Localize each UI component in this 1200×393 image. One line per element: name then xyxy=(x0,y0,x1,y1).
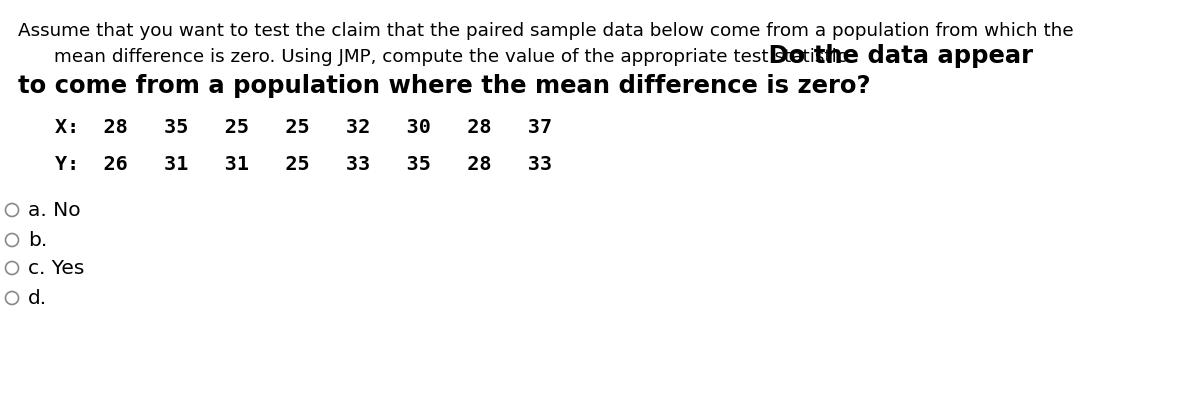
Text: b.: b. xyxy=(28,231,47,250)
Text: Assume that you want to test the claim that the paired sample data below come fr: Assume that you want to test the claim t… xyxy=(18,22,1074,40)
Text: to come from a population where the mean difference is zero?: to come from a population where the mean… xyxy=(18,74,871,98)
Text: mean difference is zero. Using JMP, compute the value of the appropriate test st: mean difference is zero. Using JMP, comp… xyxy=(54,48,853,66)
Text: c. Yes: c. Yes xyxy=(28,259,84,277)
Text: d.: d. xyxy=(28,288,47,307)
Text: X:  28   35   25   25   32   30   28   37: X: 28 35 25 25 32 30 28 37 xyxy=(55,118,552,137)
Text: a. No: a. No xyxy=(28,200,80,220)
Text: Do the data appear: Do the data appear xyxy=(760,44,1033,68)
Text: Y:  26   31   31   25   33   35   28   33: Y: 26 31 31 25 33 35 28 33 xyxy=(55,155,552,174)
